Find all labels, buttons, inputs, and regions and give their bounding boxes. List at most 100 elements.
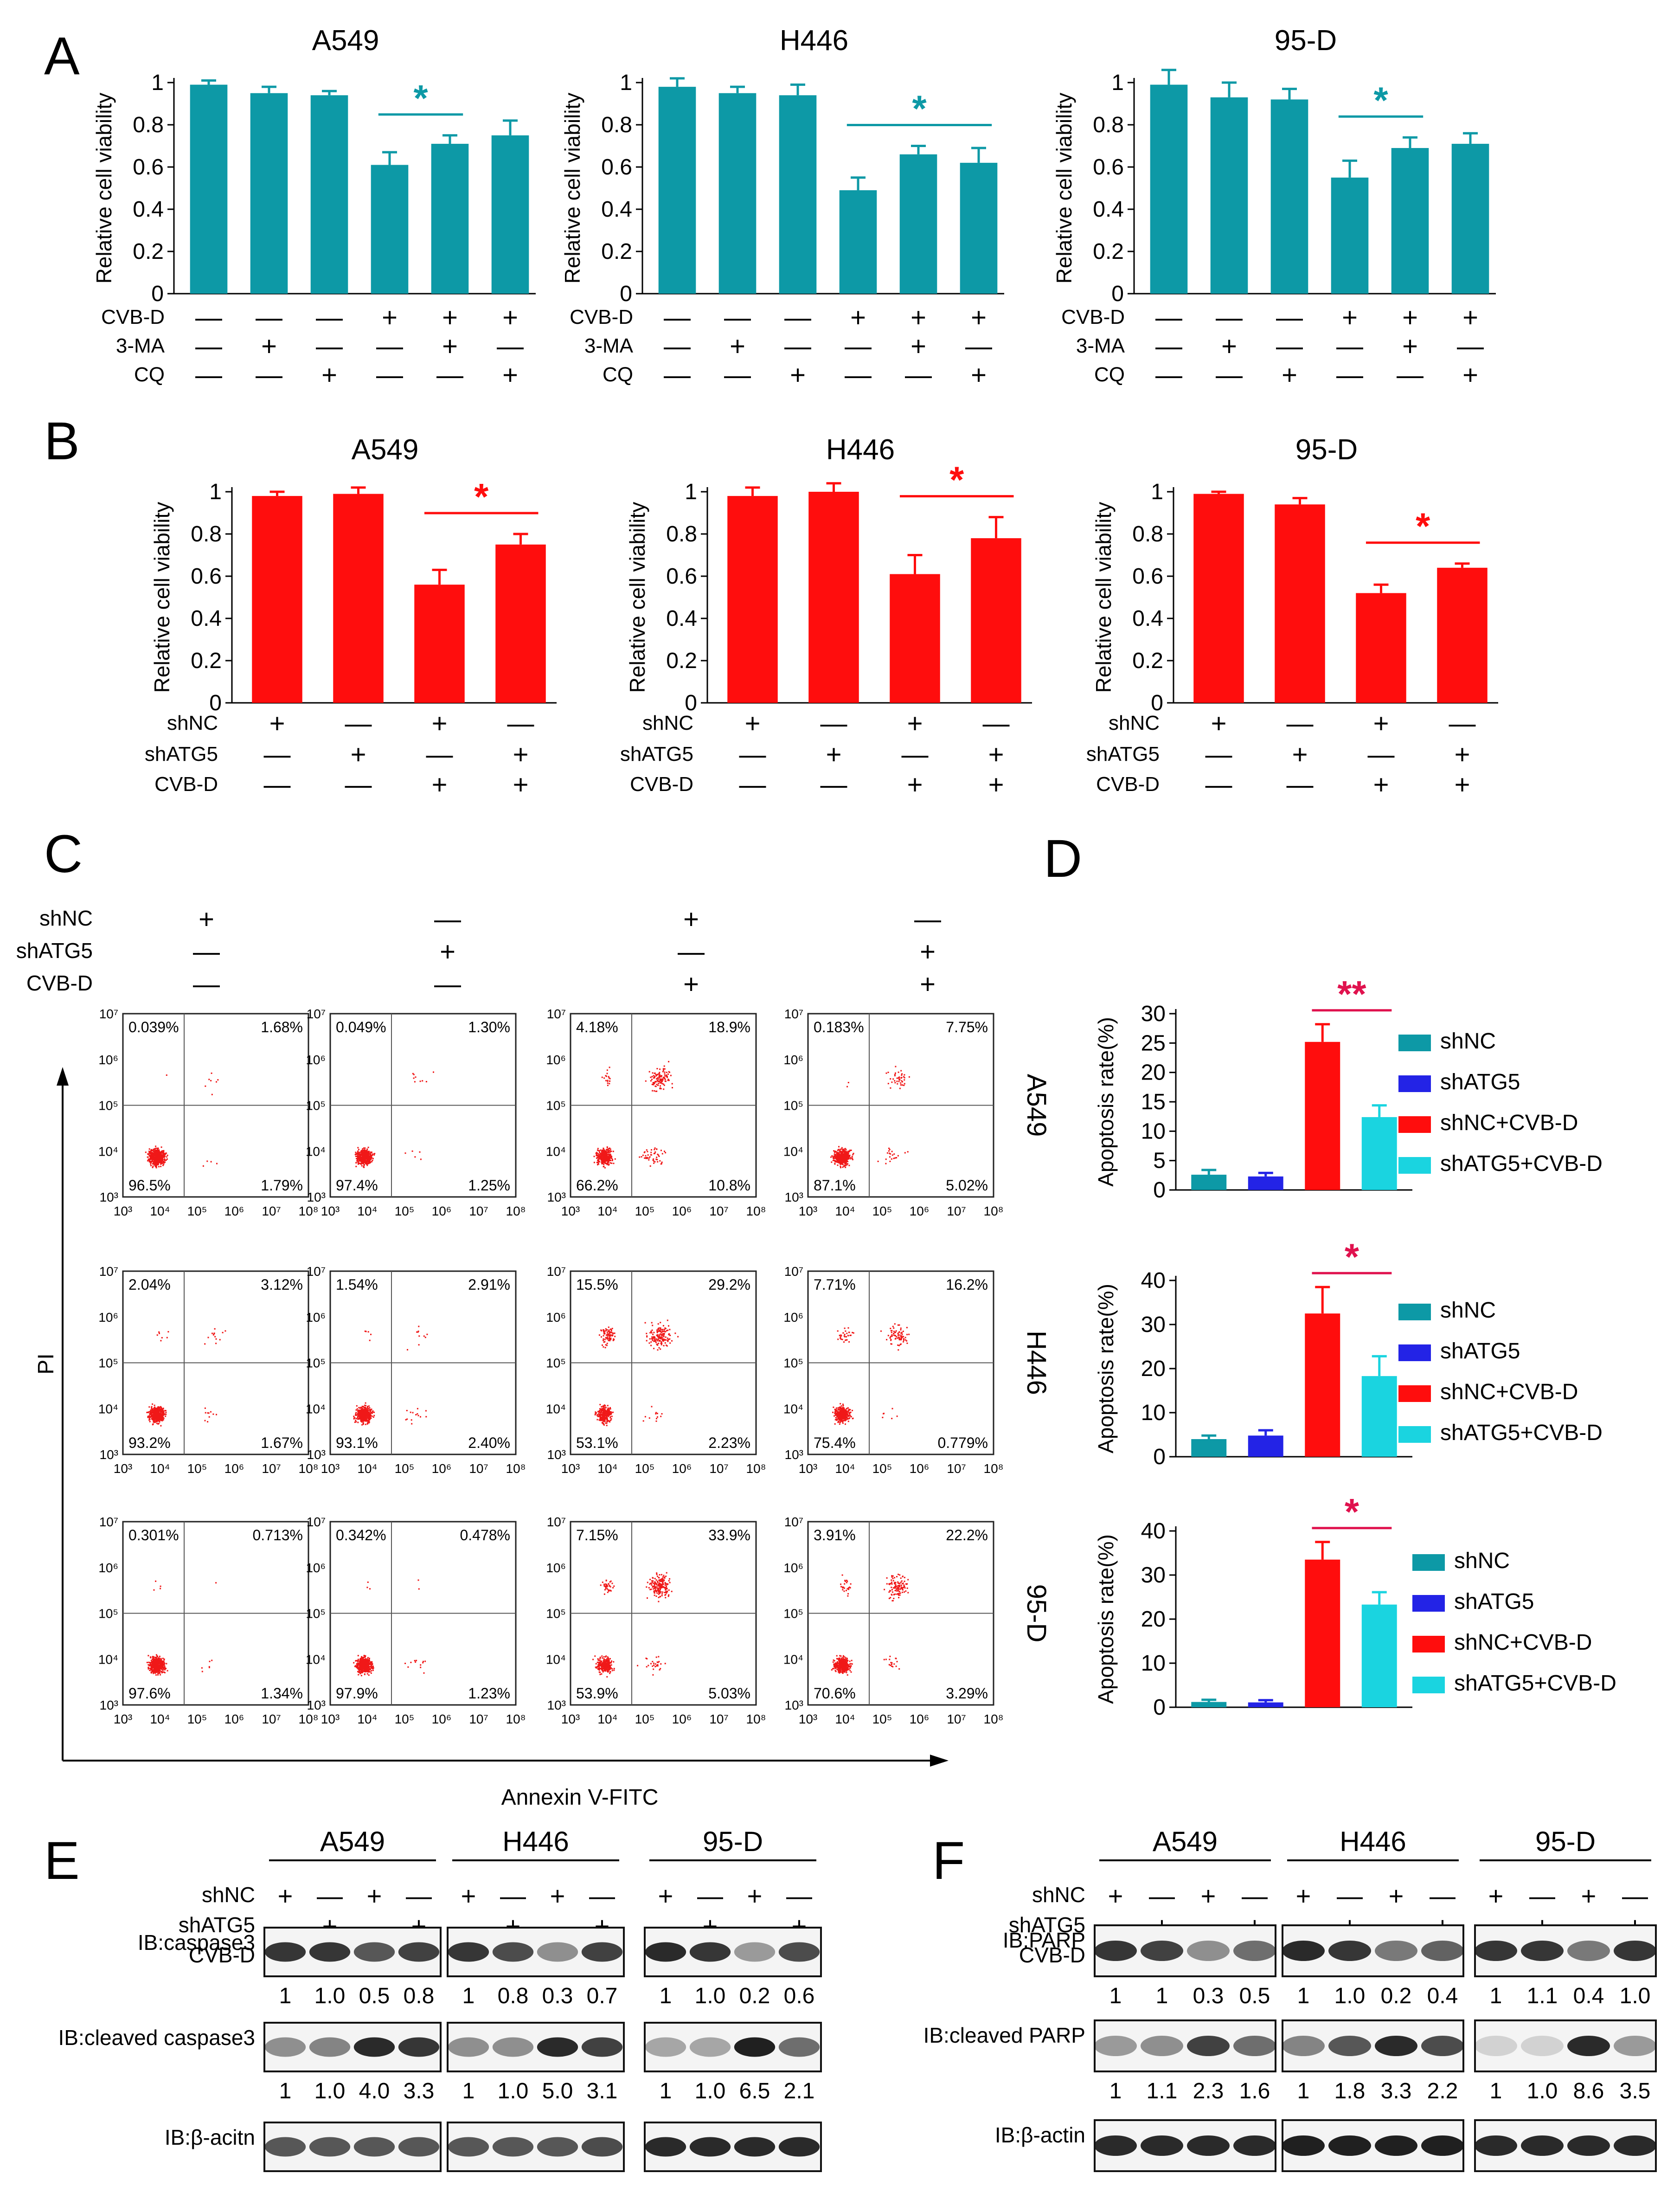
flow-quadrant-lr: 1.79% — [261, 1177, 303, 1194]
flow-plot: 0.301% 0.713% 97.6% 1.34% 10³ 10⁴ 10⁵ 10⁶ 10⁷ 10⁸… — [98, 1515, 319, 1726]
wb-band — [537, 2137, 578, 2157]
panel-label-a: A — [44, 26, 80, 86]
treatment-mark: + — [513, 739, 529, 770]
flow-x-tick: 10⁷ — [262, 1712, 281, 1726]
treatment-mark: + — [1282, 360, 1297, 390]
flow-quadrant-ur: 1.30% — [468, 1019, 510, 1035]
flow-quadrant-ll: 87.1% — [814, 1177, 856, 1194]
treatment-mark: + — [321, 360, 337, 390]
wb-quant-value: 1 — [1156, 1984, 1168, 2008]
treatment-mark: + — [1402, 331, 1418, 361]
treatment-mark: + — [1221, 331, 1237, 361]
bar-3 — [890, 574, 940, 703]
wb-band — [1567, 2036, 1610, 2056]
treatment-mark: — — [1276, 302, 1303, 333]
wb-band — [309, 1942, 351, 1962]
flow-x-tick: 10⁶ — [672, 1712, 692, 1726]
wb-band — [645, 1942, 686, 1962]
flow-plot: 3.91% 22.2% 70.6% 3.29% 10³ 10⁴ 10⁵ 10⁶ 10⁷ 10⁸ 10… — [783, 1515, 1004, 1726]
flow-treatment-mark: + — [683, 904, 699, 934]
flow-x-tick: 10⁷ — [947, 1712, 966, 1726]
panel-label-b: B — [44, 412, 80, 471]
treatment-mark: + — [1462, 302, 1478, 333]
wb-band — [1421, 2135, 1464, 2156]
treatment-mark: — — [256, 360, 282, 390]
treatment-mark: — — [497, 331, 524, 361]
wb-quant-value: 0.8 — [404, 1984, 435, 2008]
flow-y-tick: 10⁶ — [306, 1310, 326, 1325]
y-tick-label: 0.8 — [191, 522, 222, 547]
wb-band — [1475, 1941, 1517, 1961]
wb-quant-value: 1 — [1109, 1984, 1122, 2008]
treatment-mark: + — [351, 739, 366, 770]
flow-quadrant-ul: 0.039% — [128, 1019, 179, 1035]
flow-x-tick: 10⁶ — [910, 1204, 930, 1218]
wb-band — [353, 2037, 395, 2057]
y-axis-label: Apoptosis rate(%) — [1094, 1017, 1118, 1187]
wb-treatment-mark: — — [500, 1881, 526, 1910]
wb-quant-value: 1.0 — [1334, 1984, 1366, 2008]
flow-y-tick: 10⁶ — [783, 1310, 803, 1325]
bar-4 — [1361, 1376, 1397, 1457]
treatment-mark: — — [1449, 708, 1476, 739]
flow-y-tick: 10³ — [547, 1190, 566, 1204]
bar-1 — [1191, 1175, 1227, 1190]
wb-band — [264, 1942, 306, 1962]
flow-quadrant-ur: 3.12% — [261, 1276, 303, 1293]
flow-x-tick: 10⁶ — [672, 1461, 692, 1476]
treatment-mark: — — [1336, 331, 1363, 361]
legend-label-shnc-cvb-d: shNC+CVB-D — [1440, 1380, 1578, 1404]
flow-x-tick: 10⁸ — [299, 1712, 319, 1726]
flow-x-tick: 10⁶ — [224, 1712, 244, 1726]
flow-y-tick: 10⁴ — [546, 1144, 566, 1158]
y-axis-label: Relative cell viability — [92, 93, 116, 284]
wb-band — [264, 2037, 306, 2057]
wb-blot-label-ib-parp: IB:PARP — [1003, 1928, 1085, 1952]
wb-band — [1094, 2036, 1137, 2056]
flow-x-tick: 10³ — [321, 1204, 340, 1218]
flow-scatter-dots — [353, 1579, 426, 1677]
flow-y-tick: 10⁷ — [99, 1264, 118, 1279]
flow-quadrant-ll: 93.2% — [128, 1434, 171, 1451]
flow-x-tick: 10⁸ — [984, 1712, 1004, 1726]
y-tick-label: 0.2 — [666, 649, 697, 673]
y-tick-label: 0.6 — [133, 155, 164, 180]
y-tick-label: 1 — [685, 480, 697, 504]
flow-y-tick: 10⁴ — [98, 1144, 118, 1158]
wb-quant-value: 1.1 — [1527, 1984, 1558, 2008]
treatment-mark: — — [264, 770, 291, 800]
treatment-mark: — — [902, 739, 929, 770]
flow-quadrant-ur: 0.713% — [252, 1527, 303, 1543]
treatment-label-shatg5: shATG5 — [1086, 743, 1160, 765]
legend-label-shatg5-cvb-d: shATG5+CVB-D — [1440, 1421, 1603, 1445]
treatment-mark: + — [1462, 360, 1478, 390]
flow-y-tick: 10³ — [307, 1447, 326, 1462]
wb-band — [778, 2137, 820, 2157]
wb-quant-value: 1 — [279, 1984, 292, 2008]
flow-x-tick: 10⁸ — [506, 1712, 526, 1726]
flow-x-tick: 10⁴ — [150, 1461, 170, 1476]
flow-x-tick: 10⁴ — [835, 1204, 855, 1218]
y-tick-label: 0.4 — [133, 197, 164, 222]
flow-x-tick: 10⁵ — [187, 1712, 207, 1726]
treatment-mark: + — [907, 770, 923, 800]
significance-star: * — [474, 476, 489, 517]
significance-star: * — [912, 88, 927, 129]
wb-quant-value: 3.3 — [404, 2079, 435, 2103]
flow-x-tick: 10⁷ — [262, 1204, 281, 1218]
y-tick-label: 0.8 — [1093, 113, 1124, 137]
wb-cell-line-95-d: 95-D — [1535, 1826, 1596, 1857]
flow-y-tick: 10³ — [100, 1190, 118, 1204]
wb-treatment-label-shnc: shNC — [202, 1883, 255, 1907]
wb-band — [448, 1942, 489, 1962]
flow-plot: 7.71% 16.2% 75.4% 0.779% 10³ 10⁴ 10⁵ 10⁶ 10⁷ 10⁸ 1… — [783, 1264, 1004, 1476]
bar-1 — [658, 87, 696, 294]
flow-y-tick: 10⁷ — [99, 1007, 118, 1021]
wb-band — [734, 2137, 776, 2157]
flow-treatment-mark: — — [193, 969, 220, 999]
treatment-mark: — — [507, 708, 534, 739]
treatment-mark: + — [1455, 770, 1470, 800]
y-axis-label: Relative cell viability — [1091, 502, 1116, 693]
y-axis-label: Relative cell viability — [560, 93, 584, 284]
legend-label-shatg5-cvb-d: shATG5+CVB-D — [1454, 1671, 1616, 1696]
